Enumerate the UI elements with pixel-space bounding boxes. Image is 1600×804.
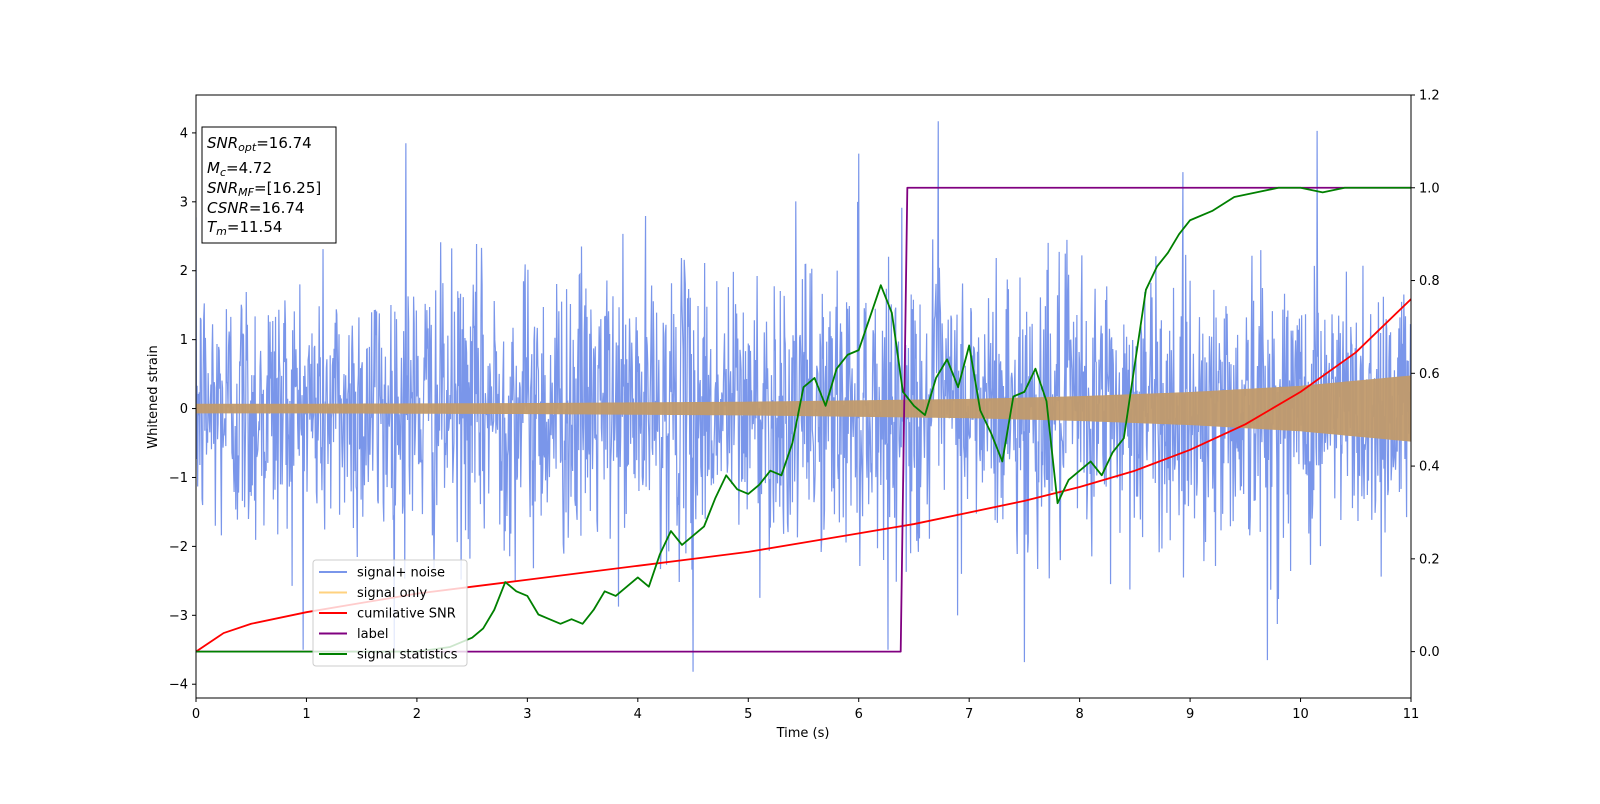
legend-label: signal only [357, 586, 427, 601]
plot-frame [195, 94, 1412, 699]
legend-label: signal+ noise [357, 566, 445, 581]
legend-label: cumilative SNR [357, 607, 456, 622]
x-axis-ticks: 0 1 2 3 4 5 6 7 8 9 10 11 [192, 698, 1419, 722]
y-right-tick-label: 1.0 [1419, 181, 1440, 196]
y-right-tick-label: 0.8 [1419, 274, 1440, 289]
annotation-line: Tm=11.54 [207, 218, 282, 238]
x-tick-label: 8 [1075, 707, 1083, 722]
x-tick-label: 3 [523, 707, 531, 722]
legend-frame [312, 559, 468, 667]
y-left-tick-label: 2 [180, 264, 188, 279]
legend-item: signal statistics [319, 648, 458, 663]
legend-label: label [357, 627, 388, 642]
y-left-tick-label: −2 [169, 540, 188, 555]
y-left-tick-label: 0 [180, 402, 188, 417]
y-left-tick-label: 1 [180, 333, 188, 348]
legend-item: signal only [319, 586, 427, 601]
x-tick-label: 6 [855, 707, 863, 722]
x-axis-label: Time (s) [776, 726, 830, 741]
annotation-line: SNRMF=[16.25] [207, 179, 321, 199]
plot-area [196, 121, 1411, 672]
y-left-tick-label: 4 [180, 126, 188, 141]
y-right-tick-label: 0.6 [1419, 367, 1440, 382]
x-tick-label: 1 [302, 707, 310, 722]
legend: signal+ noise signal only cumilative SNR la… [312, 559, 468, 667]
annotation-box: SNRopt=16.74 Mc=4.72SNRMF=[16.25]CSNR=16.… [201, 126, 337, 244]
y-axis-label: Whitened strain [146, 345, 161, 448]
x-tick-label: 7 [965, 707, 973, 722]
y-right-tick-label: 0.2 [1419, 552, 1440, 567]
x-tick-label: 4 [634, 707, 642, 722]
plot-series-group [196, 121, 1411, 672]
annotation-line: Mc=4.72 [207, 159, 272, 179]
y-right-axis-ticks: 0.0 0.2 0.4 0.6 0.8 1.0 1.2 [1411, 89, 1440, 660]
y-right-tick-label: 0.4 [1419, 460, 1440, 475]
x-tick-label: 2 [413, 707, 421, 722]
legend-label: signal statistics [357, 648, 458, 663]
legend-item: signal+ noise [319, 566, 445, 581]
y-left-tick-label: −1 [169, 471, 188, 486]
series-label [196, 186, 1411, 653]
x-tick-label: 11 [1403, 707, 1420, 722]
annotation-line: CSNR=16.74 [207, 199, 304, 217]
y-left-tick-label: 3 [180, 195, 188, 210]
y-right-tick-label: 0.0 [1419, 645, 1440, 660]
annotation-line: SNRopt=16.74 [207, 134, 312, 154]
y-left-axis-ticks: −4 −3 −2 −1 0 1 2 3 4 [169, 126, 196, 693]
series-signal-statistics [196, 186, 1411, 653]
annotation-box-frame [201, 126, 337, 244]
series-signal-noise [196, 121, 1411, 672]
legend-item: label [319, 627, 388, 642]
x-tick-label: 10 [1292, 707, 1309, 722]
x-tick-label: 0 [192, 707, 200, 722]
series-signal-only [196, 375, 1411, 442]
y-left-tick-label: −4 [169, 678, 188, 693]
y-left-tick-label: −3 [169, 609, 188, 624]
y-right-tick-label: 1.2 [1419, 89, 1440, 104]
x-tick-label: 9 [1186, 707, 1194, 722]
legend-item: cumilative SNR [319, 607, 456, 622]
x-tick-label: 5 [744, 707, 752, 722]
